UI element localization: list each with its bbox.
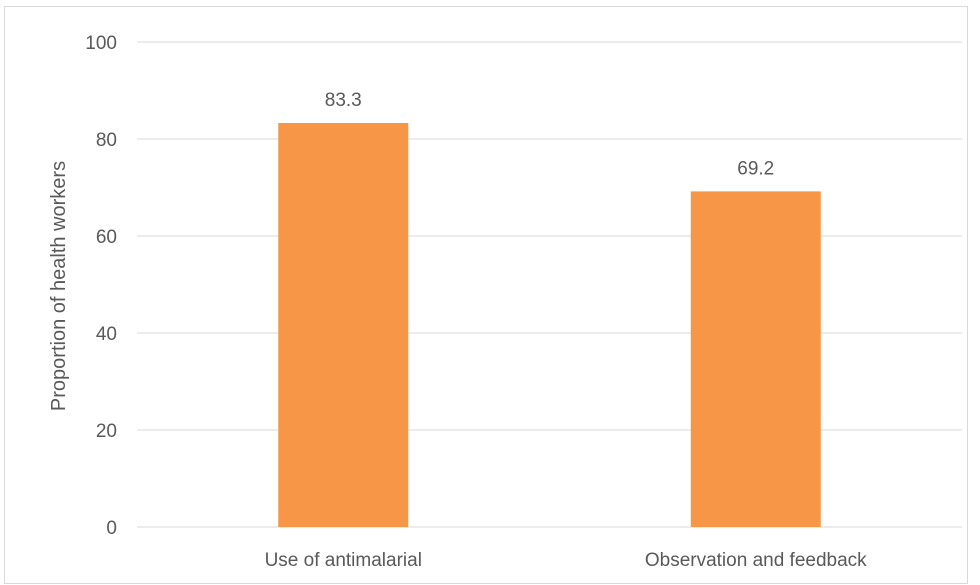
data-labels: 83.3 69.2 [325,90,774,179]
y-axis-ticks: 0 20 40 60 80 100 [85,33,117,539]
y-tick-label: 20 [96,421,117,442]
bar [690,191,821,527]
x-tick-label: Observation and feedback [645,550,867,571]
data-label: 69.2 [737,158,774,179]
y-tick-label: 100 [85,33,117,54]
data-label: 83.3 [325,90,362,111]
y-tick-label: 0 [106,518,117,539]
x-tick-label: Use of antimalarial [265,550,422,571]
y-tick-label: 60 [96,227,117,248]
x-axis-ticks: Use of antimalarial Observation and feedb… [265,550,868,571]
bars [278,122,821,528]
y-tick-label: 40 [96,324,117,345]
gridlines [137,41,962,528]
y-axis-label: Proportion of health workers [48,161,70,411]
bar [278,122,409,528]
y-tick-label: 80 [96,130,117,151]
